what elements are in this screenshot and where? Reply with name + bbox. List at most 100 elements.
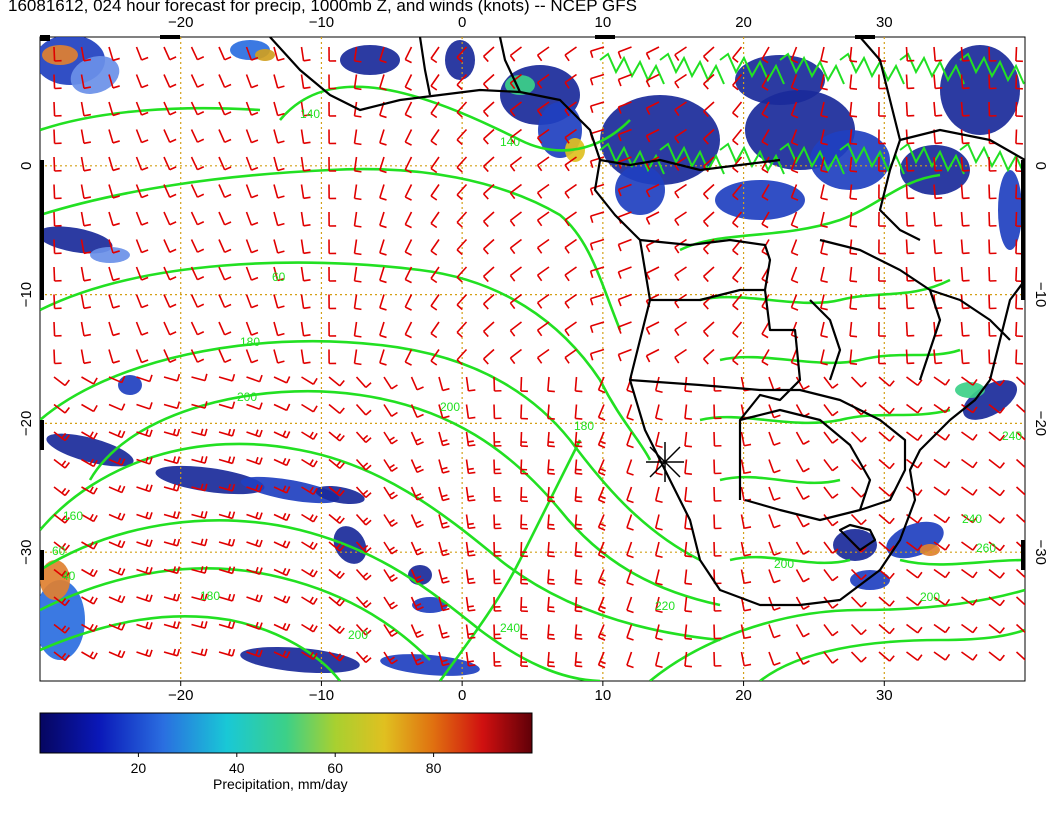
wind-barb xyxy=(645,321,660,335)
wind-barb xyxy=(790,211,799,229)
wind-barb xyxy=(53,239,62,255)
wind-barb xyxy=(1015,321,1023,338)
wind-barb xyxy=(820,46,828,63)
wind-barb xyxy=(617,293,632,307)
wind-barb xyxy=(404,184,413,201)
wind-barb xyxy=(795,541,810,555)
contour-line xyxy=(88,389,721,607)
wind-barb xyxy=(163,239,177,254)
contour-line xyxy=(40,106,261,132)
wind-barb xyxy=(246,484,263,493)
wind-barb xyxy=(589,348,605,361)
wind-barb xyxy=(574,404,583,420)
wind-barb xyxy=(410,596,424,611)
wind-barb xyxy=(190,211,205,226)
wind-barb xyxy=(53,74,62,90)
wind-barb xyxy=(933,266,943,282)
wind-barb xyxy=(108,321,120,337)
wind-barb xyxy=(823,541,839,554)
wind-barb xyxy=(328,74,337,90)
wind-barb xyxy=(245,46,259,61)
contour-label: 140 xyxy=(300,107,320,121)
contour-label: 240 xyxy=(962,512,982,526)
wind-barb xyxy=(273,457,291,467)
wind-barb xyxy=(108,375,126,384)
wind-barb xyxy=(1015,513,1025,524)
wind-barb xyxy=(645,73,660,88)
wind-barb xyxy=(905,74,915,90)
wind-barb xyxy=(906,541,923,552)
wind-barb xyxy=(136,649,153,658)
wind-barb xyxy=(218,211,232,226)
wind-barb xyxy=(430,294,440,311)
wind-barb xyxy=(740,431,752,447)
wind-barb xyxy=(790,101,799,119)
wind-barb xyxy=(905,156,915,172)
wind-barb xyxy=(713,596,722,612)
wind-barb xyxy=(273,622,291,632)
wind-barb xyxy=(53,294,62,310)
wind-barb xyxy=(245,239,259,254)
wind-barb xyxy=(328,403,345,415)
wind-barb xyxy=(353,294,362,311)
wind-barb xyxy=(933,239,943,255)
wind-barb xyxy=(493,651,502,667)
colorbar-label: Precipitation, mm/day xyxy=(213,776,348,792)
wind-barb xyxy=(163,46,177,61)
wind-barb xyxy=(300,156,311,172)
wind-barb xyxy=(933,101,943,117)
wind-barb xyxy=(218,74,232,89)
wind-barb xyxy=(191,483,208,492)
wind-barb xyxy=(768,596,781,611)
wind-barb xyxy=(878,239,886,255)
wind-barb xyxy=(878,458,895,470)
contour-line xyxy=(40,442,721,642)
wind-barb xyxy=(163,483,181,492)
wind-barb xyxy=(597,431,606,449)
wind-barb xyxy=(795,596,810,610)
wind-barb xyxy=(404,239,413,256)
wind-barb xyxy=(617,46,632,59)
edge-bar xyxy=(40,35,50,41)
wind-barb xyxy=(465,596,476,612)
wind-barb xyxy=(933,458,951,469)
wind-barb xyxy=(761,211,770,229)
wind-barb xyxy=(960,321,970,337)
wind-barb xyxy=(674,183,687,199)
precip-blob xyxy=(340,45,400,75)
wind-barb xyxy=(768,541,781,556)
wind-barb xyxy=(136,484,153,493)
lon-tick-label-bottom: 20 xyxy=(735,687,752,704)
contour-label: 240 xyxy=(500,621,520,635)
wind-barb xyxy=(645,211,660,225)
wind-barb xyxy=(702,238,715,255)
lat-tick-label-right: −30 xyxy=(1032,539,1049,564)
wind-barb xyxy=(438,514,450,529)
wind-barb xyxy=(465,541,476,557)
wind-barb xyxy=(80,184,91,200)
wind-barb xyxy=(713,541,722,557)
wind-barb xyxy=(404,266,413,284)
wind-barb xyxy=(53,349,62,365)
wind-barb xyxy=(905,239,915,255)
wind-barb xyxy=(301,541,318,550)
wind-barb xyxy=(849,74,858,90)
wind-barb xyxy=(493,404,502,420)
wind-barb xyxy=(617,321,632,334)
wind-barb xyxy=(163,349,177,364)
wind-barb xyxy=(961,541,978,551)
wind-barb xyxy=(547,459,555,475)
precip-blob xyxy=(715,180,805,220)
wind-barb xyxy=(355,651,372,664)
wind-barb xyxy=(905,129,915,145)
wind-barb xyxy=(245,74,259,89)
wind-barb xyxy=(820,266,828,283)
wind-barb xyxy=(191,593,208,602)
wind-barb xyxy=(547,569,555,585)
wind-barbs xyxy=(53,46,1025,669)
wind-barb xyxy=(218,538,236,547)
wind-barb xyxy=(328,321,337,337)
wind-barb xyxy=(245,184,259,199)
wind-barb xyxy=(626,514,634,531)
contour-line xyxy=(729,555,851,565)
